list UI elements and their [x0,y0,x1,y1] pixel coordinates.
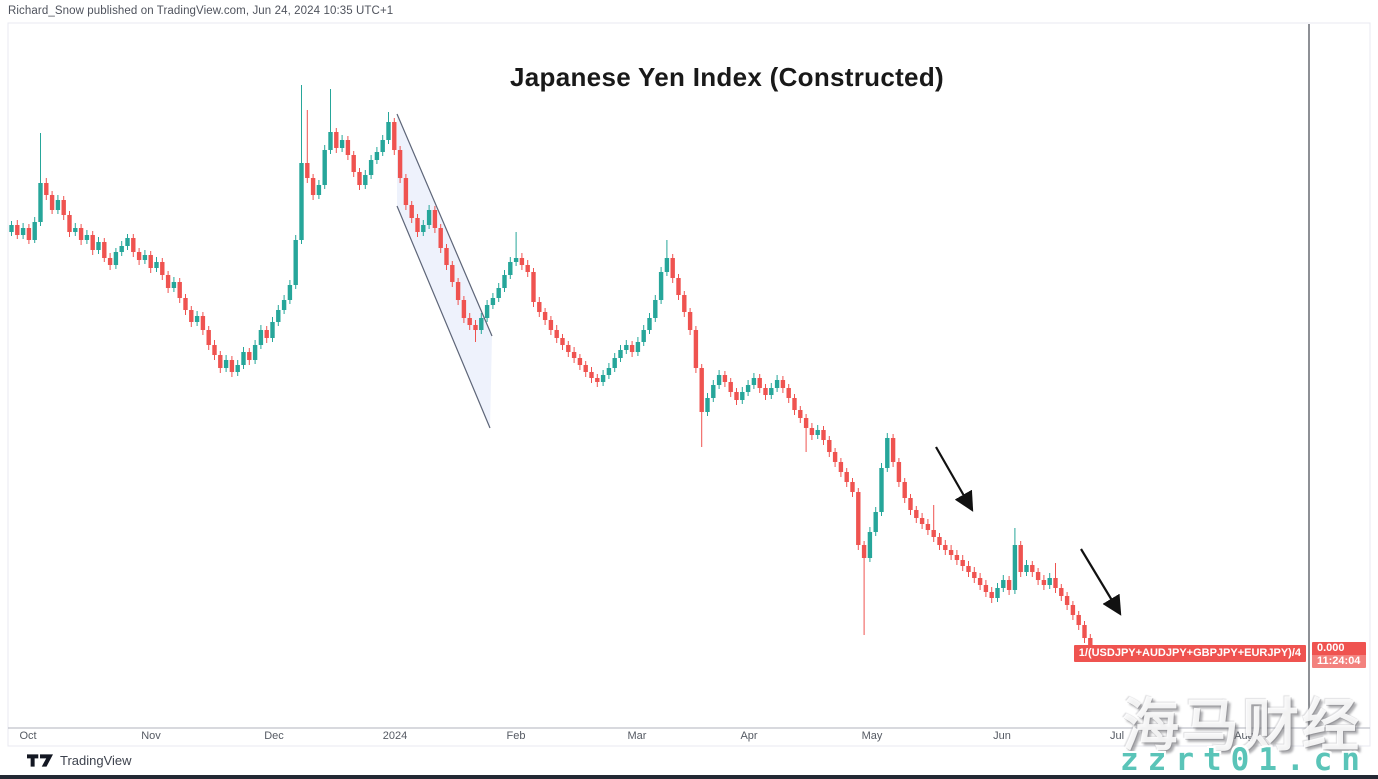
down-arrow-annotation [1080,548,1122,616]
axis-label-feb: Feb [506,730,526,742]
axis-label-dec: Dec [264,730,284,742]
axis-label-oct: Oct [19,730,37,742]
watermark-url: zzrt01.cn [1120,742,1369,778]
axis-label-mar: Mar [627,730,647,742]
candles [9,85,1093,658]
watermark-text: 海马财经 [1122,694,1362,758]
tradingview-logo-icon[interactable] [27,754,53,767]
attribution-text: Richard_Snow published on TradingView.co… [8,5,394,17]
tradingview-brand[interactable]: TradingView [60,753,132,768]
down-arrow-annotation [935,446,974,512]
last-price-value: 0.000 [1312,642,1366,655]
axis-label-aug: Aug [1234,730,1254,742]
bottom-divider [0,775,1378,779]
axis-label-jun: Jun [993,730,1011,742]
last-price-label: 0.000 11:24:04 [1312,642,1366,668]
footer: TradingView [27,753,132,768]
axis-label-may: May [861,730,883,742]
axis-label-apr: Apr [740,730,758,742]
axis-label-jul: Jul [1109,730,1125,742]
series-formula-label: 1/(USDJPY+AUDJPY+GBPJPY+EURJPY)/4 [1073,645,1306,662]
countdown-timer: 11:24:04 [1312,655,1366,668]
chart-title: Japanese Yen Index (Constructed) [510,62,944,92]
axis-label-2024: 2024 [382,730,408,742]
axis-label-nov: Nov [141,730,161,742]
